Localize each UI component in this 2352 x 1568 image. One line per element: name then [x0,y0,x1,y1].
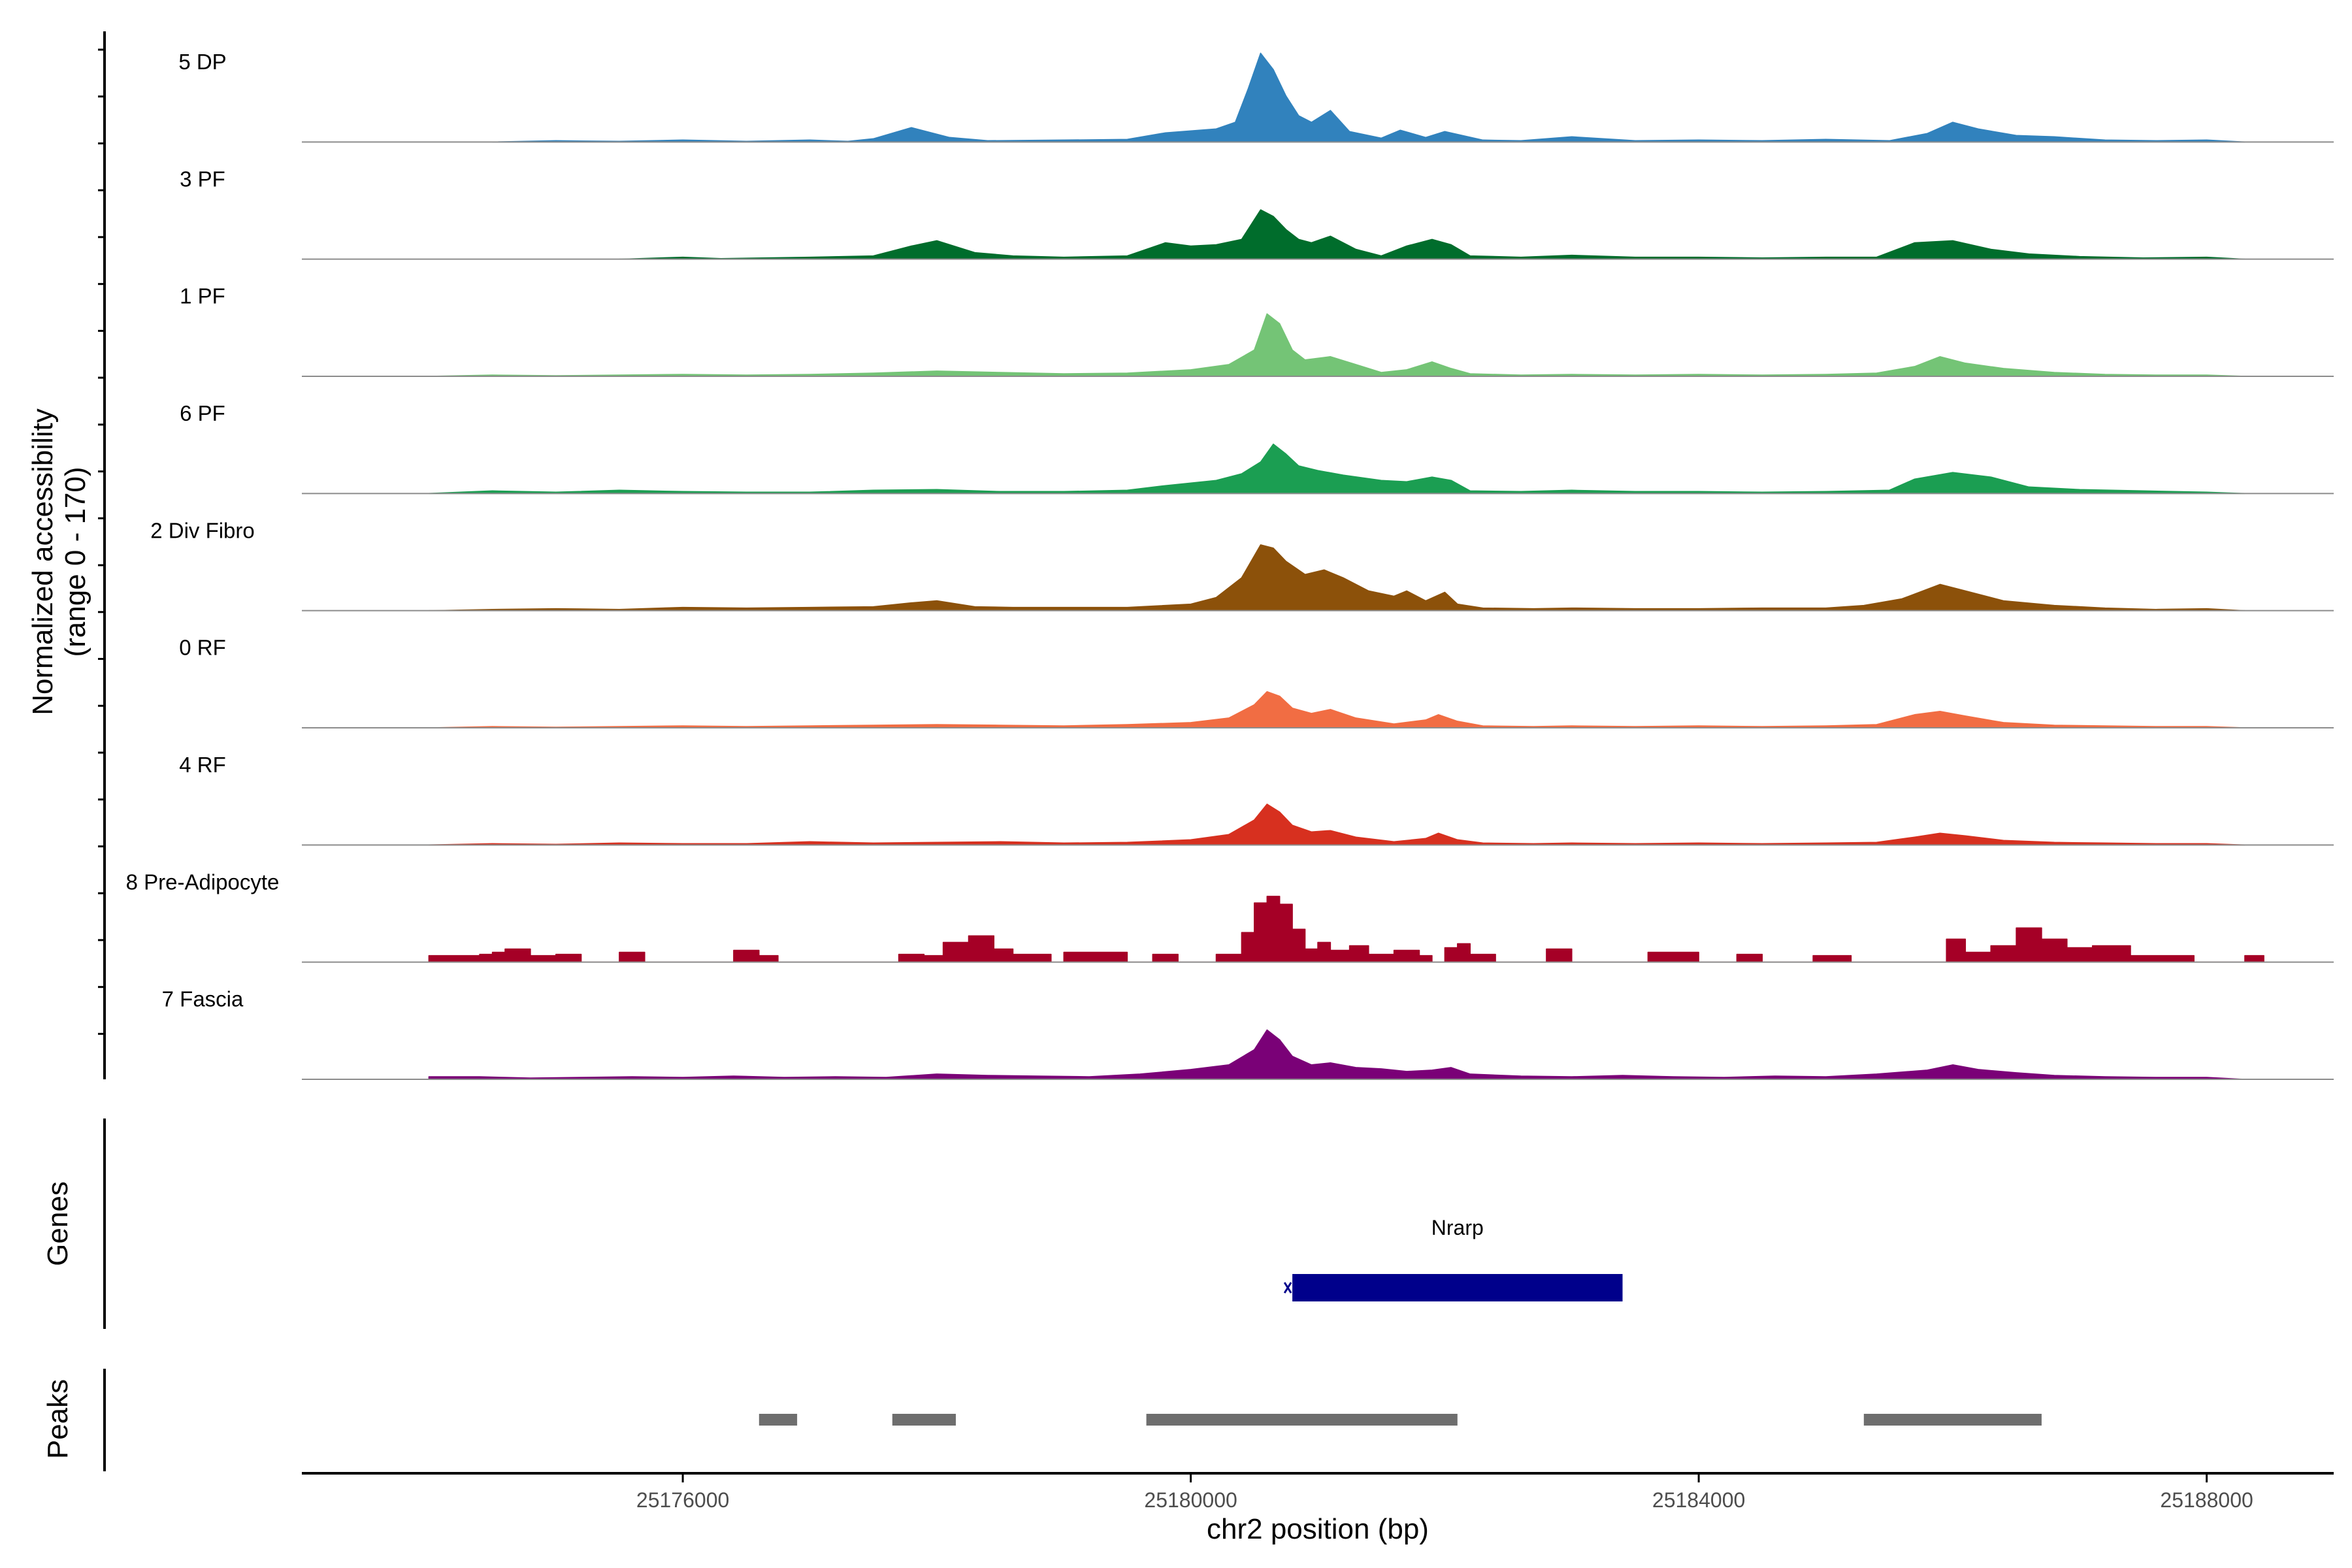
genes-panel-label: Genes [42,1181,74,1266]
coverage-area-5-dp [491,52,2246,143]
x-tick-label: 25188000 [2160,1488,2253,1512]
coverage-area-3-pf [619,209,2246,260]
x-tick-label: 25180000 [1144,1488,1237,1512]
gene-strand-icon [1283,1282,1292,1294]
track-1-pf: 1 PF [180,284,2334,377]
track-label-7-fascia: 7 Fascia [162,987,244,1011]
y-axis-label: Normalized accessibility [27,408,59,715]
coverage-area-0-rf [428,691,2246,728]
peak-bar [1146,1414,1458,1426]
genes-panel: Genes Nrarp [42,1119,1623,1329]
track-5-dp: 5 DP [178,50,2334,143]
track-label-3-pf: 3 PF [180,167,225,191]
peak-bar [892,1414,956,1426]
coverage-area-8-pre-adipocyte [428,896,2264,963]
gene-label-nrarp: Nrarp [1431,1216,1484,1239]
track-3-pf: 3 PF [180,167,2334,260]
coverage-area-1-pf [428,313,2246,377]
track-label-1-pf: 1 PF [180,284,225,308]
x-axis: 25176000 25180000 25184000 25188000 chr2 po… [302,1472,2334,1545]
x-axis-ticks: 25176000 25180000 25184000 25188000 [636,1473,2253,1512]
track-8-pre-adipocyte: 8 Pre-Adipocyte [126,870,2334,963]
track-label-4-rf: 4 RF [179,753,226,777]
track-label-0-rf: 0 RF [179,636,226,660]
x-axis-title: chr2 position (bp) [1207,1513,1429,1545]
y-axis-ticks [98,31,106,1079]
track-label-8-pre-adipocyte: 8 Pre-Adipocyte [126,870,280,894]
track-label-6-pf: 6 PF [180,401,225,425]
track-label-5-dp: 5 DP [178,50,226,74]
y-axis-sublabel: (range 0 - 170) [59,466,91,657]
y-axis-title: Normalized accessibility (range 0 - 170) [27,408,91,715]
coverage-area-4-rf [428,804,2246,846]
peaks-panel: Peaks [42,1369,2042,1471]
accessibility-tracks: 5 DP 3 PF 1 PF 6 PF 2 Div Fibro 0 RF 4 RF 8 Pre… [126,50,2334,1080]
track-label-2-div-fibro: 2 Div Fibro [150,518,255,542]
track-7-fascia: 7 Fascia [162,987,2334,1080]
peak-bars [759,1414,2042,1426]
x-tick-label: 25176000 [636,1488,729,1512]
peak-bar [759,1414,798,1426]
peaks-panel-label: Peaks [42,1379,74,1459]
peak-bar [1863,1414,2042,1426]
gene-body-nrarp [1292,1274,1623,1301]
track-6-pf: 6 PF [180,401,2334,495]
coverage-area-6-pf [428,443,2246,495]
coverage-area-2-div-fibro [428,544,2246,612]
track-0-rf: 0 RF [179,636,2334,728]
gene-models: Nrarp [1283,1216,1623,1301]
track-2-div-fibro: 2 Div Fibro [150,518,2334,612]
x-tick-label: 25184000 [1652,1488,1745,1512]
track-4-rf: 4 RF [179,753,2334,846]
coverage-area-7-fascia [428,1029,2246,1080]
